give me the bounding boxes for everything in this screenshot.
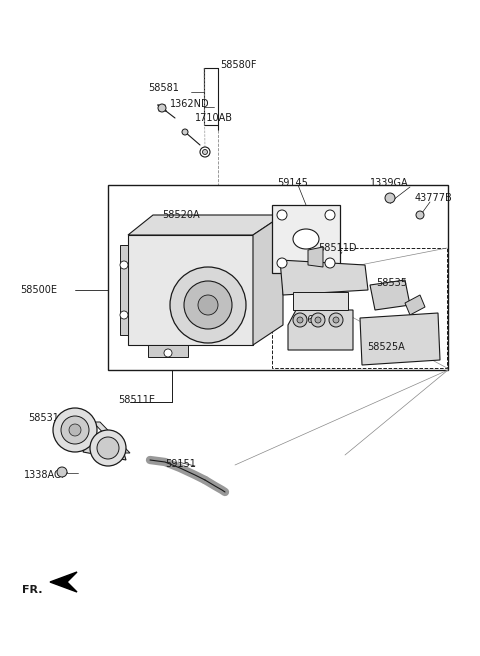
Circle shape — [90, 430, 126, 466]
Polygon shape — [253, 215, 283, 345]
Circle shape — [416, 211, 424, 219]
Circle shape — [164, 349, 172, 357]
Polygon shape — [50, 572, 77, 592]
Text: 58520A: 58520A — [162, 210, 200, 220]
Circle shape — [311, 313, 325, 327]
Polygon shape — [93, 422, 130, 453]
Circle shape — [57, 467, 67, 477]
Polygon shape — [370, 280, 410, 310]
Circle shape — [325, 258, 335, 268]
Bar — [108, 185, 448, 370]
Text: FR.: FR. — [22, 585, 43, 595]
Bar — [272, 248, 447, 368]
Circle shape — [203, 150, 207, 155]
Bar — [293, 292, 348, 310]
Circle shape — [385, 193, 395, 203]
Circle shape — [182, 129, 188, 135]
Circle shape — [61, 416, 89, 444]
Text: 1362ND: 1362ND — [170, 99, 210, 109]
Circle shape — [315, 317, 321, 323]
Text: 58511D: 58511D — [318, 243, 357, 253]
Circle shape — [325, 210, 335, 220]
Text: 1338AC: 1338AC — [24, 470, 62, 480]
Polygon shape — [83, 435, 126, 460]
Circle shape — [293, 313, 307, 327]
Text: 58581: 58581 — [148, 83, 179, 93]
Text: 58525A: 58525A — [367, 342, 405, 352]
Circle shape — [53, 408, 97, 452]
Text: 58580F: 58580F — [220, 60, 256, 70]
Polygon shape — [360, 313, 440, 365]
Polygon shape — [308, 247, 323, 267]
Circle shape — [277, 258, 287, 268]
Circle shape — [198, 295, 218, 315]
Polygon shape — [280, 260, 368, 295]
Circle shape — [97, 437, 119, 459]
Text: 58672: 58672 — [295, 315, 326, 325]
Polygon shape — [128, 235, 253, 345]
Circle shape — [200, 147, 210, 157]
Ellipse shape — [293, 229, 319, 249]
Bar — [272, 205, 340, 273]
Polygon shape — [120, 245, 128, 335]
Text: 43777B: 43777B — [415, 193, 453, 203]
Circle shape — [184, 281, 232, 329]
Circle shape — [297, 317, 303, 323]
Polygon shape — [405, 295, 425, 315]
Text: 1339GA: 1339GA — [370, 178, 408, 188]
Circle shape — [333, 317, 339, 323]
Polygon shape — [288, 310, 353, 350]
Circle shape — [158, 104, 166, 112]
Circle shape — [120, 311, 128, 319]
Text: 58531A: 58531A — [28, 413, 65, 423]
Circle shape — [69, 424, 81, 436]
Polygon shape — [148, 345, 188, 357]
Text: 1710AB: 1710AB — [195, 113, 233, 123]
Circle shape — [329, 313, 343, 327]
Text: 59145: 59145 — [277, 178, 308, 188]
Circle shape — [277, 210, 287, 220]
Circle shape — [120, 261, 128, 269]
Text: 58511E: 58511E — [118, 395, 155, 405]
Circle shape — [170, 267, 246, 343]
Text: 59151: 59151 — [165, 459, 196, 469]
Text: 58535: 58535 — [376, 278, 407, 288]
Text: 58500E: 58500E — [20, 285, 57, 295]
Polygon shape — [128, 215, 283, 235]
